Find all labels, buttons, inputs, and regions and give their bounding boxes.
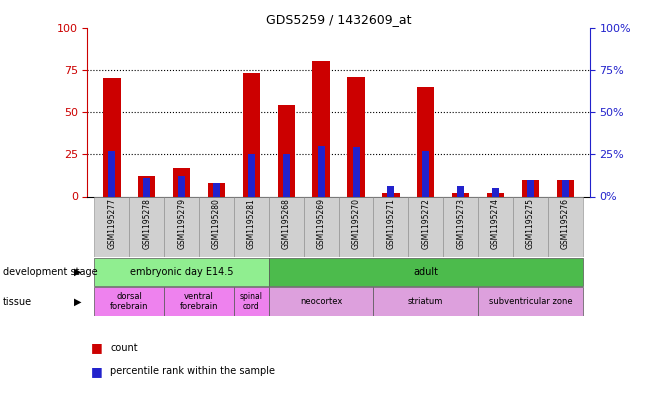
Bar (138, 176, 156, 196)
Bar (248, 154, 255, 196)
Bar (164, 196, 199, 257)
Text: GSM1195276: GSM1195276 (561, 198, 570, 249)
Text: dorsal
forebrain: dorsal forebrain (110, 292, 148, 311)
Bar (95, 287, 164, 316)
Text: GSM1195278: GSM1195278 (143, 198, 151, 249)
Bar (522, 180, 539, 196)
Bar (269, 196, 304, 257)
Bar (422, 151, 429, 196)
Bar (283, 154, 290, 196)
Text: tissue: tissue (3, 297, 32, 307)
Text: GSM1195279: GSM1195279 (177, 198, 186, 249)
Bar (318, 146, 325, 196)
Bar (487, 193, 504, 196)
Bar (242, 73, 260, 196)
Bar (269, 287, 373, 316)
Bar (213, 183, 220, 196)
Bar (95, 196, 130, 257)
Text: ventral
forebrain: ventral forebrain (180, 292, 218, 311)
Bar (373, 196, 408, 257)
Bar (388, 186, 395, 196)
Bar (277, 105, 295, 196)
Text: GSM1195270: GSM1195270 (351, 198, 360, 249)
Bar (562, 180, 569, 196)
Bar (304, 196, 339, 257)
Text: GSM1195268: GSM1195268 (282, 198, 291, 249)
Bar (164, 287, 234, 316)
Bar (143, 178, 150, 196)
Bar (312, 61, 330, 196)
Text: adult: adult (413, 267, 438, 277)
Text: GSM1195271: GSM1195271 (386, 198, 395, 249)
Bar (339, 196, 373, 257)
Bar (130, 196, 164, 257)
Text: ▶: ▶ (73, 297, 81, 307)
Text: ■: ■ (91, 341, 102, 354)
Text: percentile rank within the sample: percentile rank within the sample (110, 366, 275, 376)
Bar (269, 258, 583, 286)
Text: embryonic day E14.5: embryonic day E14.5 (130, 267, 233, 277)
Text: subventricular zone: subventricular zone (489, 297, 572, 306)
Text: GSM1195272: GSM1195272 (421, 198, 430, 249)
Text: GSM1195269: GSM1195269 (317, 198, 326, 249)
Bar (234, 196, 269, 257)
Bar (527, 180, 534, 196)
Text: development stage: development stage (3, 267, 98, 277)
Bar (492, 188, 499, 196)
Bar (382, 193, 400, 196)
Bar (478, 287, 583, 316)
Bar (443, 196, 478, 257)
Bar (103, 78, 121, 196)
Text: GSM1195273: GSM1195273 (456, 198, 465, 249)
Bar (199, 196, 234, 257)
Text: count: count (110, 343, 138, 353)
Bar (478, 196, 513, 257)
Text: GSM1195281: GSM1195281 (247, 198, 256, 249)
Text: spinal
cord: spinal cord (240, 292, 263, 311)
Text: ■: ■ (91, 365, 102, 378)
Bar (557, 180, 574, 196)
Bar (173, 168, 191, 196)
Bar (178, 176, 185, 196)
Bar (95, 258, 269, 286)
Bar (373, 287, 478, 316)
Text: GSM1195275: GSM1195275 (526, 198, 535, 249)
Bar (513, 196, 548, 257)
Text: striatum: striatum (408, 297, 443, 306)
Bar (234, 287, 269, 316)
Bar (208, 183, 226, 196)
Bar (347, 77, 365, 196)
Bar (548, 196, 583, 257)
Text: GSM1195280: GSM1195280 (212, 198, 221, 249)
Bar (417, 87, 435, 196)
Bar (452, 193, 469, 196)
Text: neocortex: neocortex (300, 297, 342, 306)
Title: GDS5259 / 1432609_at: GDS5259 / 1432609_at (266, 13, 411, 26)
Bar (353, 147, 360, 196)
Text: ▶: ▶ (73, 267, 81, 277)
Bar (408, 196, 443, 257)
Bar (457, 186, 464, 196)
Text: GSM1195277: GSM1195277 (108, 198, 117, 249)
Bar (108, 151, 115, 196)
Text: GSM1195274: GSM1195274 (491, 198, 500, 249)
